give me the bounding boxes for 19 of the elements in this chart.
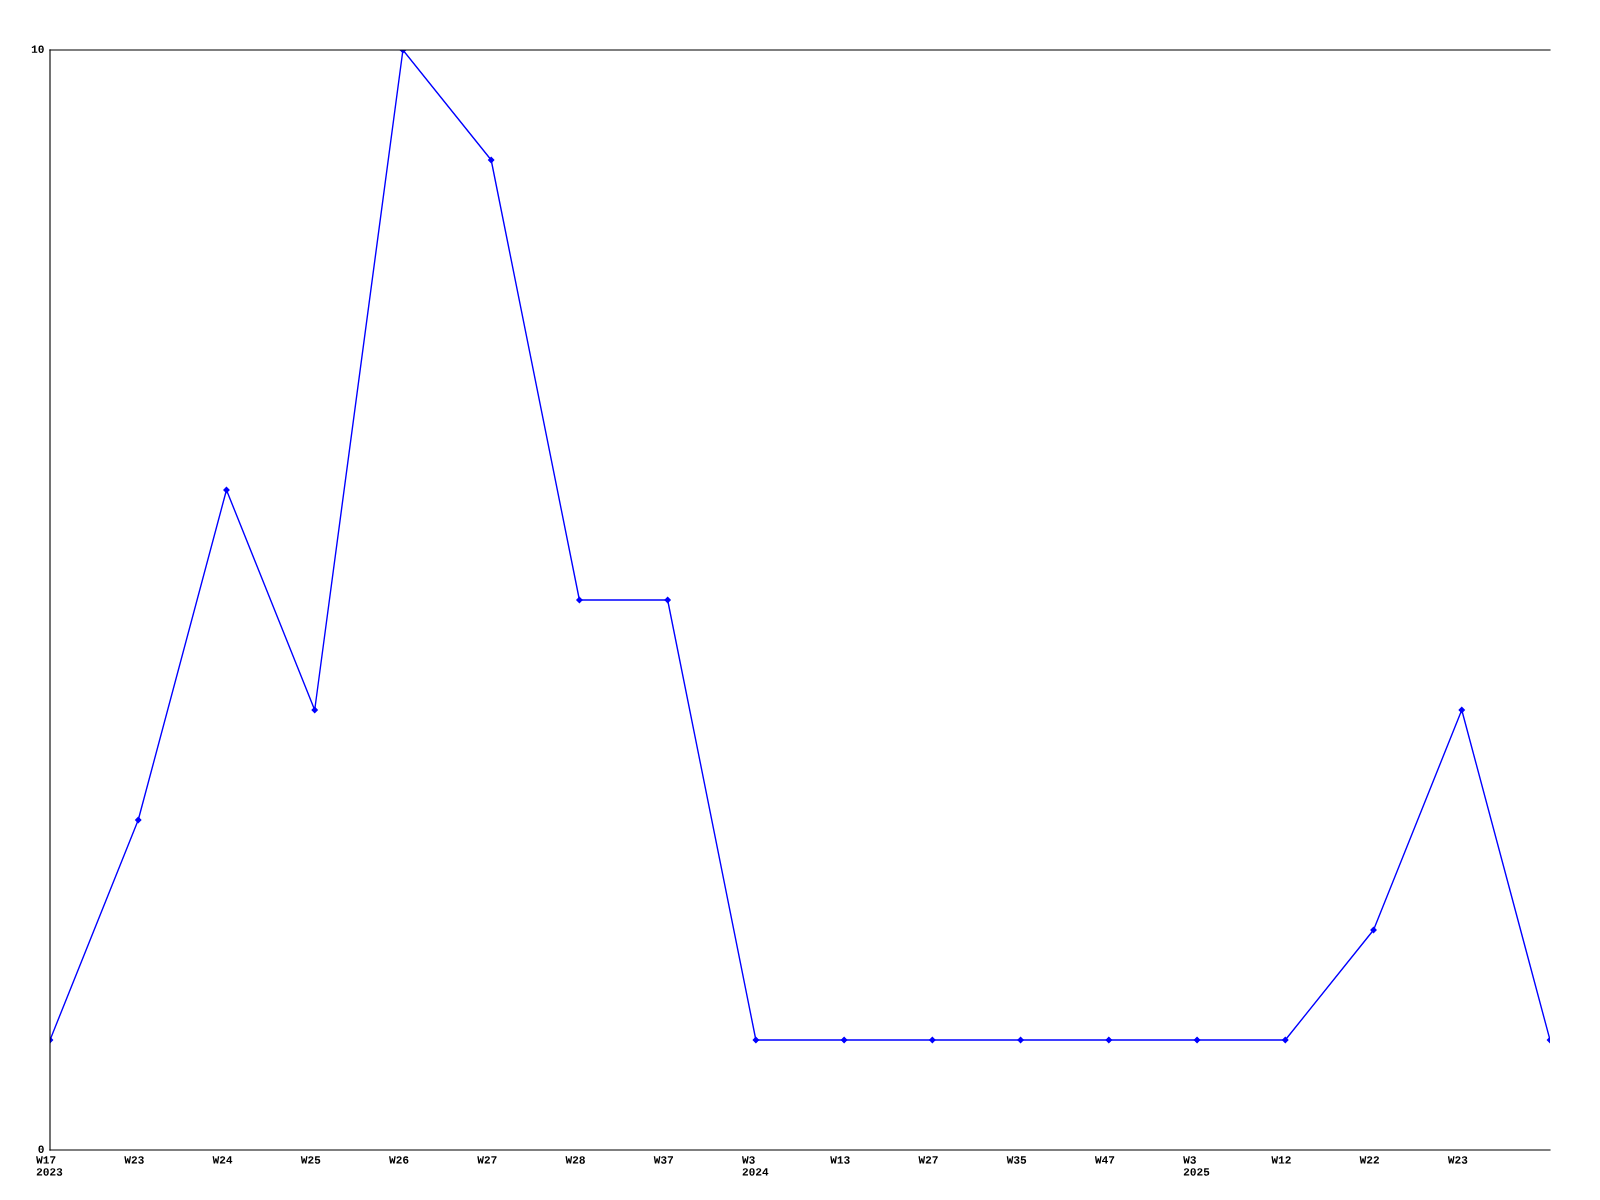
x-tick-label: W23 [124, 1156, 144, 1164]
x-tick-label: W25 [300, 1156, 321, 1164]
x-tick-label: W3 2025 [1183, 1156, 1210, 1176]
x-tick-label: W37 [653, 1156, 674, 1164]
x-tick-label: W22 [1359, 1156, 1379, 1164]
x-tick-label: W27 [918, 1156, 938, 1164]
y-tick-label: 10 [31, 45, 44, 53]
x-tick-label: W35 [1006, 1156, 1027, 1164]
x-tick-label: W26 [389, 1156, 409, 1164]
x-tick-label: W47 [1094, 1156, 1115, 1164]
x-tick-label: W27 [477, 1156, 497, 1164]
x-tick-label: W13 [830, 1156, 850, 1164]
y-tick-label: 0 [38, 1145, 44, 1153]
x-tick-label: W24 [212, 1156, 233, 1164]
x-tick-label: W3 2024 [741, 1156, 769, 1176]
x-tick-label: W28 [565, 1156, 585, 1164]
x-tick-label: W12 [1271, 1156, 1291, 1164]
x-tick-label: W23 [1447, 1156, 1468, 1164]
x-tick-label: W17 2023 [36, 1156, 63, 1176]
